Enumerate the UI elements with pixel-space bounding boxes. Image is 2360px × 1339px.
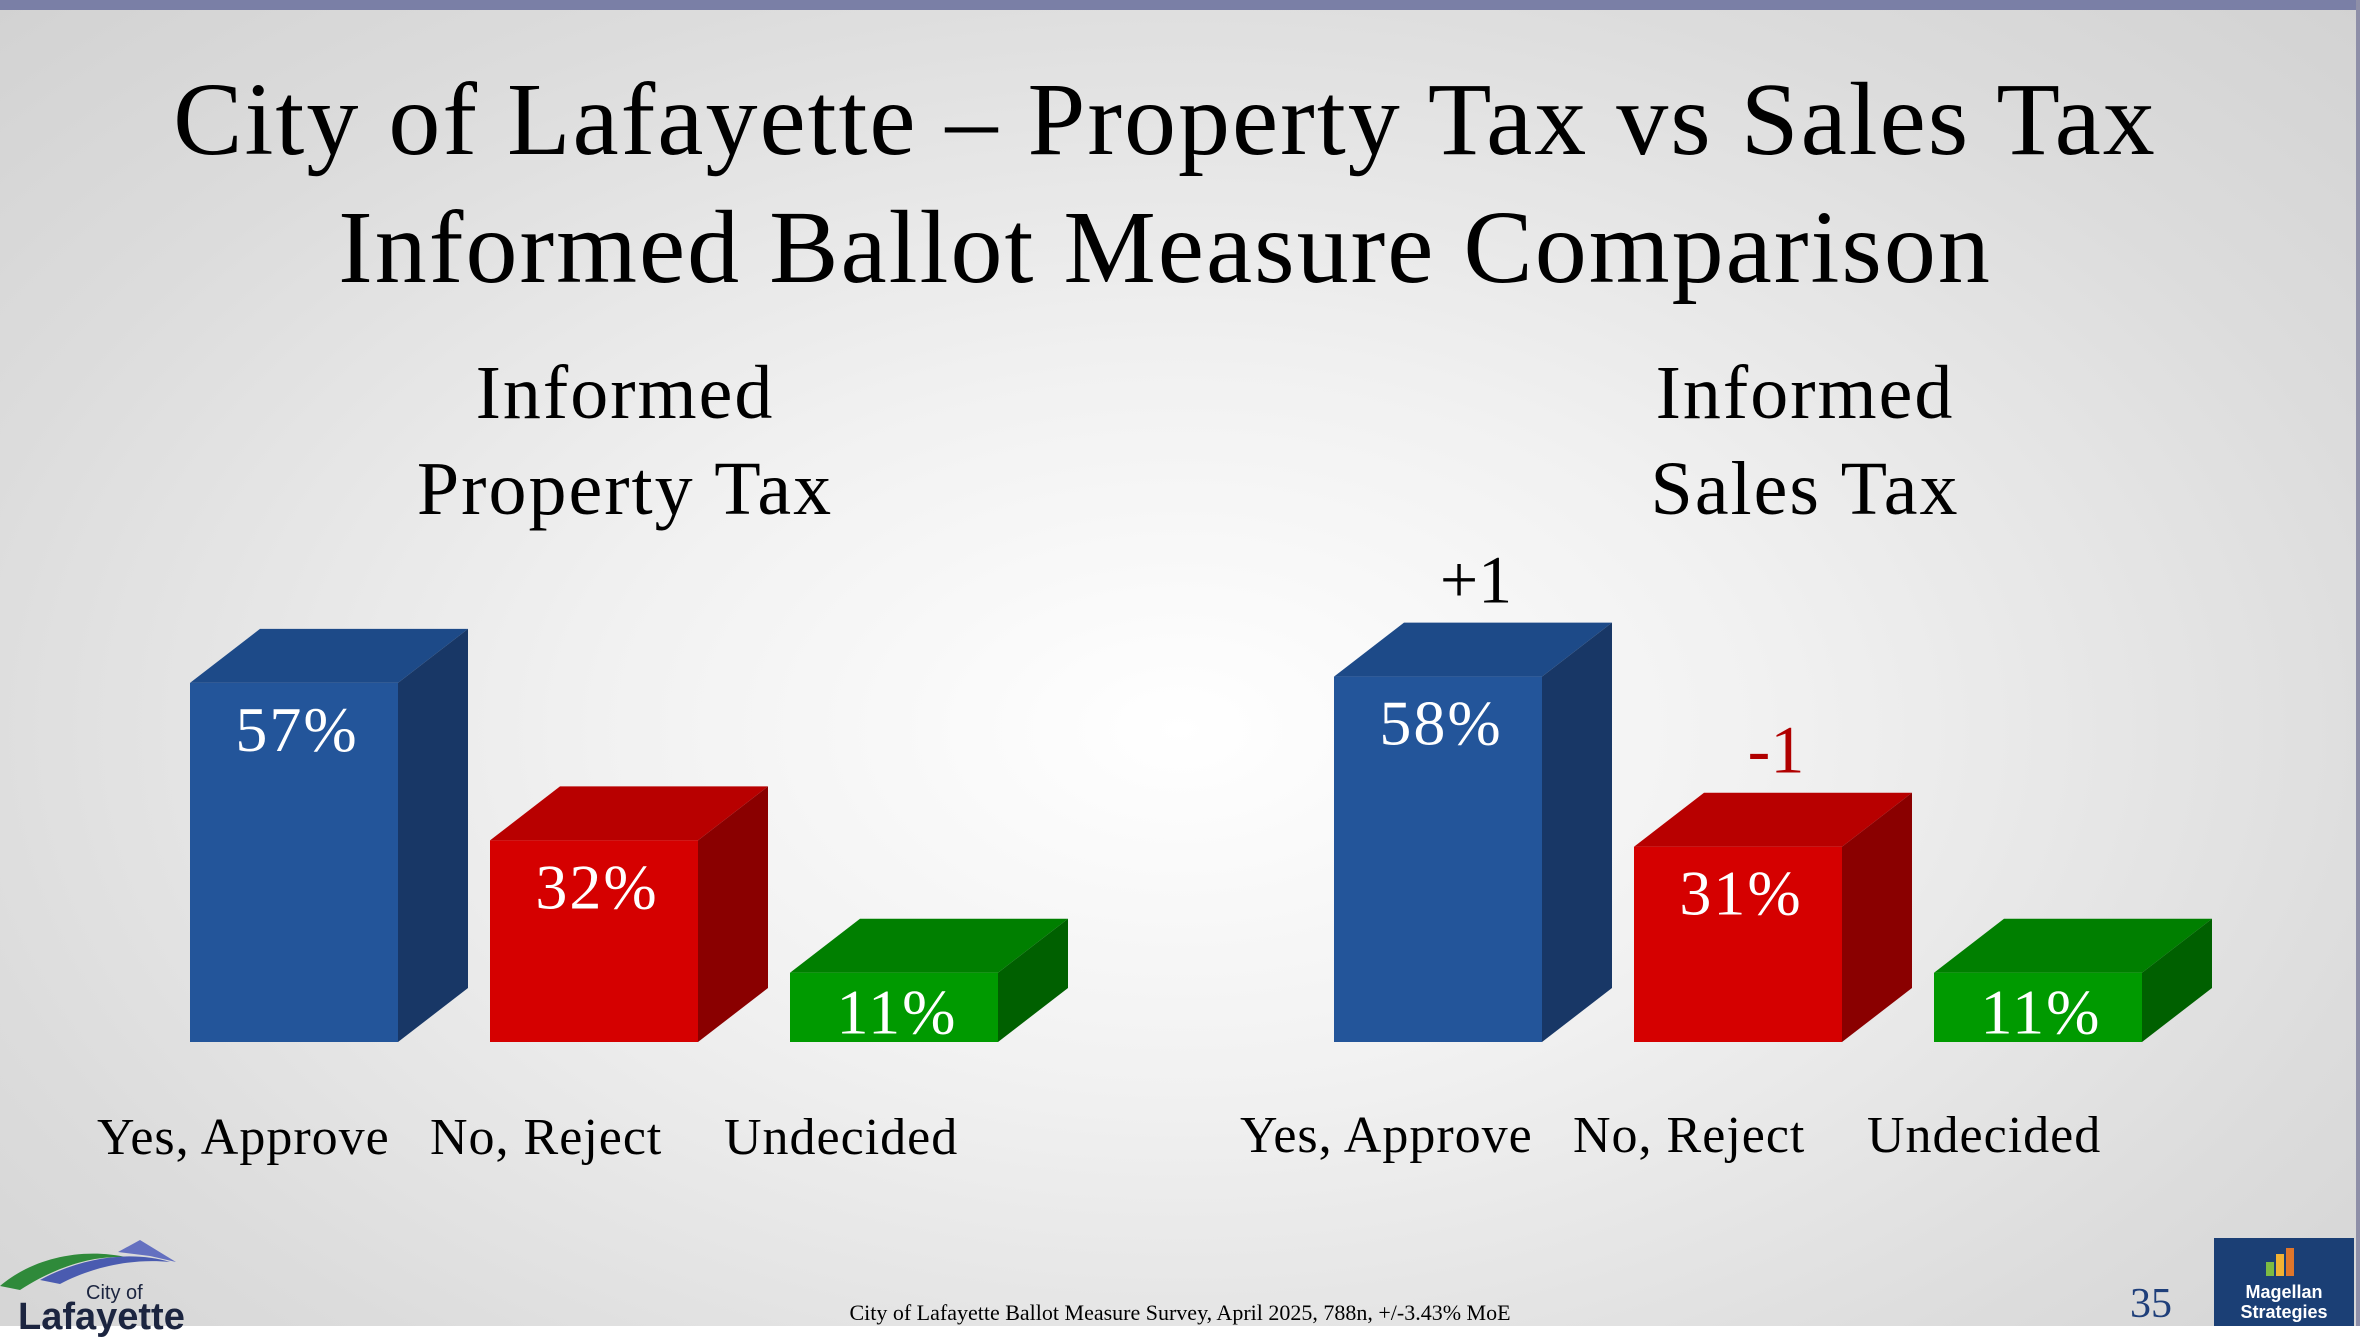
chart-2-title: Informed Sales Tax (1510, 345, 2100, 537)
chart-1-bar-yes-value-label: 57% (235, 694, 358, 765)
chart-1-title-line-2: Property Tax (416, 447, 834, 531)
bar-chart-logo-icon (2266, 1248, 2294, 1276)
logo-city-of: City of (86, 1282, 143, 1304)
chart-1-bar-undecided-value-label: 11% (837, 976, 958, 1047)
chart-1-bar-no (490, 840, 698, 1042)
chart-2-bar-undecided (1934, 972, 2142, 1042)
chart-1-bar-undecided-side (998, 918, 1068, 1042)
chart-2-bar-yes-side (1542, 622, 1612, 1042)
logo-magellan: Magellan (2245, 1282, 2323, 1302)
chart-1-bar-yes-side (398, 628, 468, 1042)
chart-1-category-yes: Yes, Approve (97, 1109, 390, 1166)
chart-2-category-yes: Yes, Approve (1240, 1107, 1533, 1164)
chart-1-bar-yes (190, 682, 398, 1042)
chart-2-bar-no-top (1634, 792, 1912, 847)
chart-1-title: Informed Property Tax (330, 345, 920, 537)
chart-2-bar-yes-value-label: 58% (1379, 688, 1502, 759)
chart-1-bar-yes-top (190, 628, 468, 683)
chart-2-bar-undecided-value-label: 11% (1981, 976, 2102, 1047)
chart-2-bar-no-side (1842, 792, 1912, 1042)
chart-2-bar-yes-change-label: +1 (1440, 542, 1512, 618)
chart-1-bar-undecided (790, 972, 998, 1042)
chart-1-bar-no-top (490, 786, 768, 841)
chart-1-bar-undecided-top (790, 918, 1068, 973)
chart-2-bar-undecided-top (1934, 918, 2212, 973)
chart-2-bar-undecided-side (2142, 918, 2212, 1042)
chart-2-bar-yes (1334, 676, 1542, 1042)
chart-2-bar-no (1634, 846, 1842, 1042)
page-number: 35 (2130, 1281, 2172, 1327)
chart-2-title-line-2: Sales Tax (1650, 447, 1960, 531)
chart-2-category-no: No, Reject (1573, 1107, 1806, 1164)
chart-2-bar-yes-top (1334, 622, 1612, 677)
chart-2-category-undecided: Undecided (1867, 1107, 2102, 1164)
chart-2-bar-no-change-label: -1 (1748, 712, 1805, 788)
slide-title-line-2: Informed Ballot Measure Comparison (338, 190, 1992, 305)
slide-title-line-1: City of Lafayette – Property Tax vs Sale… (173, 62, 2157, 177)
chart-2-bar-no-value-label: 31% (1679, 858, 1802, 929)
chart-1-bar-no-value-label: 32% (535, 851, 658, 922)
magellan-strategies-logo: Magellan Strategies (2214, 1238, 2354, 1326)
top-accent-bar (0, 0, 2360, 10)
lafayette-swoosh-icon (0, 1240, 176, 1290)
chart-1-title-line-1: Informed (475, 351, 775, 435)
right-accent-bar (2356, 0, 2360, 1326)
chart-1-category-no: No, Reject (430, 1109, 663, 1166)
chart-1-category-undecided: Undecided (724, 1109, 959, 1166)
chart-2-title-line-1: Informed (1655, 351, 1955, 435)
logo-strategies: Strategies (2240, 1302, 2328, 1322)
chart-1-bar-no-side (698, 786, 768, 1042)
footer-source: City of Lafayette Ballot Measure Survey,… (849, 1300, 1511, 1325)
